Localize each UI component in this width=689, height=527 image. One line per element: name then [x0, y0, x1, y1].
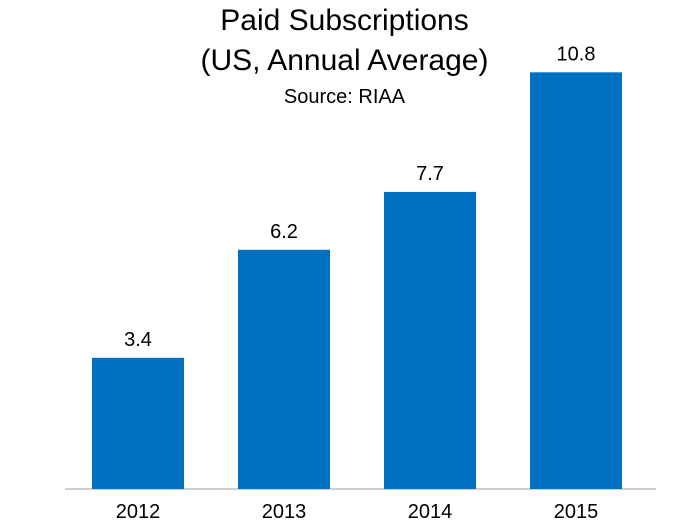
- data-label-2012: 3.4: [124, 329, 152, 351]
- x-tick-label-2012: 2012: [116, 501, 161, 523]
- chart-subtitle: (US, Annual Average): [200, 44, 489, 77]
- bar-2013: [238, 249, 330, 489]
- data-label-2013: 6.2: [270, 221, 298, 243]
- chart-source: Source: RIAA: [283, 86, 406, 108]
- chart-title: Paid Subscriptions: [220, 4, 469, 37]
- data-label-2015: 10.8: [557, 43, 596, 65]
- bar-2012: [92, 357, 184, 489]
- x-tick-label-2015: 2015: [554, 501, 599, 523]
- data-label-2014: 7.7: [416, 163, 444, 185]
- bar-2015: [530, 72, 622, 490]
- x-tick-label-2013: 2013: [262, 501, 307, 523]
- bar-2014: [384, 191, 476, 490]
- x-tick-label-2014: 2014: [408, 501, 453, 523]
